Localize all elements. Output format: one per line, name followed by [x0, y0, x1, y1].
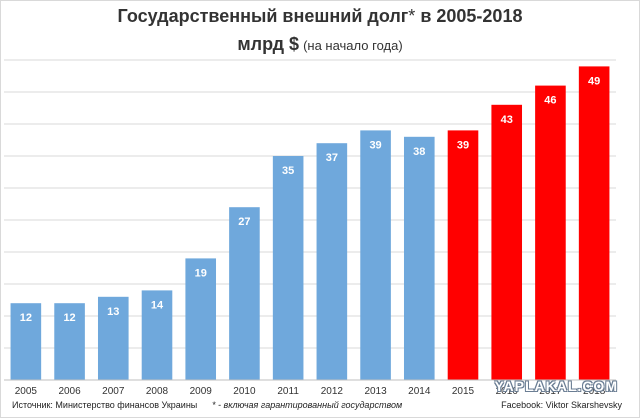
x-tick-label: 2009	[190, 386, 213, 397]
source-note: Источник: Министерство финансов Украины	[12, 400, 198, 410]
x-tick-label: 2013	[364, 386, 387, 397]
x-tick-label: 2015	[452, 386, 475, 397]
footnote: * - включая гарантированный государством	[212, 400, 403, 410]
bar	[272, 156, 304, 380]
data-label: 39	[369, 139, 381, 151]
x-tick-label: 2010	[233, 386, 256, 397]
bar	[10, 303, 42, 380]
data-label: 49	[588, 75, 600, 87]
data-label: 37	[326, 152, 338, 164]
x-tick-label: 2017	[539, 386, 562, 397]
bar	[535, 85, 566, 380]
bar	[447, 130, 479, 380]
data-label: 39	[457, 139, 469, 151]
bar	[316, 143, 348, 380]
x-tick-label: 2005	[15, 386, 38, 397]
bar	[141, 290, 173, 380]
data-label: 13	[107, 306, 119, 318]
watermark: YAPLAKAL.COM	[494, 378, 618, 394]
bar	[97, 296, 129, 380]
data-label: 38	[413, 146, 425, 158]
chart-title: Государственный внешний долг* в 2005-201…	[0, 6, 640, 27]
bar	[403, 136, 435, 380]
x-tick-label: 2006	[58, 386, 81, 397]
bar	[578, 66, 610, 381]
data-label: 12	[63, 312, 75, 324]
data-label: 19	[195, 267, 207, 279]
data-label: 27	[238, 216, 250, 228]
x-tick-label: 2011	[277, 386, 299, 397]
x-tick-label: 2016	[496, 386, 519, 397]
bar	[54, 303, 85, 380]
data-label: 43	[501, 114, 513, 126]
data-label: 46	[544, 95, 556, 107]
chart-title-asterisk: *	[408, 6, 416, 26]
x-tick-label: 2014	[408, 386, 431, 397]
bar	[185, 258, 217, 380]
bar	[491, 104, 523, 381]
x-tick-label: 2012	[321, 386, 344, 397]
chart-units-note: (на начало года)	[303, 38, 403, 53]
chart-title-years: в 2005-2018	[415, 6, 523, 26]
chart-subtitle: млрд $ (на начало года)	[0, 34, 640, 55]
data-label: 35	[282, 165, 294, 177]
chart-units: млрд $	[237, 34, 300, 54]
chart-title-text: Государственный внешний долг	[117, 6, 409, 26]
x-tick-label: 2007	[102, 386, 125, 397]
bar	[229, 207, 260, 380]
x-tick-label: 2018	[583, 386, 606, 397]
author-credit: Facebook: Viktor Skarshevsky	[501, 400, 622, 410]
data-label: 14	[151, 299, 164, 311]
x-tick-label: 2008	[146, 386, 169, 397]
data-label: 12	[20, 312, 32, 324]
bar	[360, 130, 391, 380]
